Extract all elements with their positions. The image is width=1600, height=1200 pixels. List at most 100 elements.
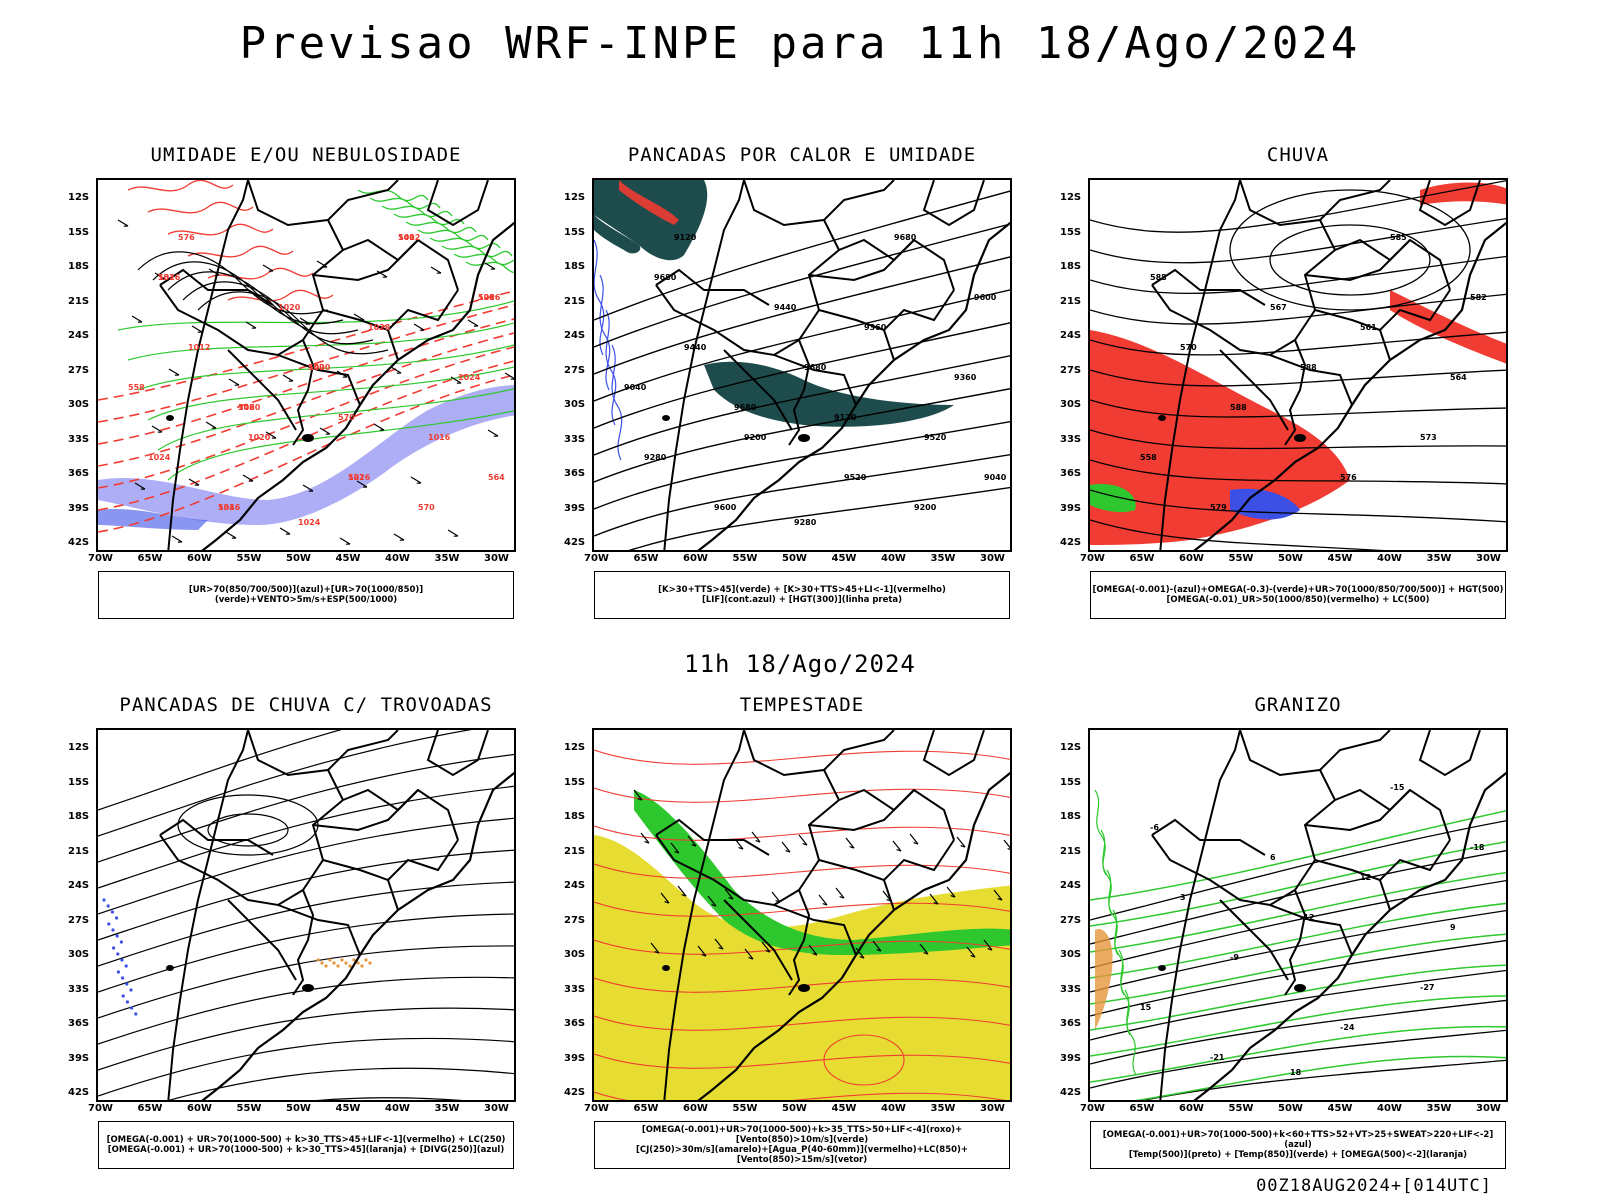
temperature-500-contour [1090,880,1506,969]
contour-label: 6 [1270,853,1276,862]
instability-area [594,215,641,254]
latitude-tick-label: 24S [68,330,90,341]
latitude-tick-label: 33S [564,433,586,445]
wind-vector [933,902,939,905]
latitude-tick-label: 39S [68,502,90,514]
contour-label: 1028 [368,323,391,332]
isobar [167,271,359,335]
wind-vector [872,940,882,952]
panel-legend: [OMEGA(-0.001)+UR>70(1000-500)+k<60+TTS>… [1090,1121,1506,1169]
legend-line: [OMEGA(-0.001)+UR>70(1000-500)+k>35_TTS>… [641,1125,963,1145]
contour-label: 582 [1470,293,1487,302]
political-border [1269,904,1353,956]
divergence-dot [115,934,119,938]
divergence-dot [129,988,133,992]
longitude-tick-label: 40W [385,553,410,564]
divergence-dot [115,916,119,920]
longitude-tick-label: 40W [881,553,906,564]
wind-vector [674,851,680,854]
political-border [655,268,770,306]
streamline [1090,429,1506,450]
wind-vector [633,789,643,801]
contour-label: 564 [1450,373,1467,382]
latitude-tick-label: 12S [564,192,586,203]
convection-dot [316,958,320,962]
latitude-tick-label: 30S [1060,399,1082,410]
temperature-850-contour [1090,964,1506,1031]
streamline-850 [594,977,1010,993]
contour-label: 1016 [218,503,241,512]
streamline [98,730,472,837]
longitude-tick-label: 65W [1129,553,1155,564]
political-border [1418,180,1481,227]
streamline [1090,217,1506,264]
latitude-tick-label: 12S [564,742,586,753]
legend-line: [LIF](cont.azul) + [HGT(300)](linha pret… [701,595,903,605]
contour-label: 570 [418,503,435,512]
panel-legend: [UR>70(850/700/500)](azul)+[UR>70(1000/8… [98,571,514,619]
wind-vector [225,531,237,539]
political-border [292,339,315,446]
political-border [1269,354,1353,406]
contour-label: 9440 [684,343,707,352]
legend-line: [OMEGA(-0.001)+UR>70(1000-500)+k<60+TTS>… [1102,1130,1494,1150]
wind-vector [966,946,976,958]
divergence-dot [121,994,125,998]
contour-label: 9360 [954,373,977,382]
political-border [1314,309,1391,361]
lifted-index-contour [599,274,611,391]
latitude-tick-label: 24S [564,330,586,341]
geopotential-height-contour [594,256,1010,375]
streamline [167,1067,514,1100]
divergence-dot [111,928,115,932]
political-border [327,730,399,771]
instability-area [704,361,954,427]
contour-label: 1020 [278,303,301,312]
panel-title: GRANIZO [1254,694,1342,716]
convection-dot [344,961,348,965]
political-border [167,730,249,1100]
humidity-area-core [98,508,208,530]
wind-vector [151,425,163,433]
convection-dot [336,964,340,968]
streamline [98,945,514,1019]
contour-label: 588 [1230,403,1247,412]
wind-vector [771,891,781,903]
latitude-tick-label: 39S [564,1052,586,1064]
wind-vector [876,949,882,952]
contour-label: 561 [1360,323,1377,332]
contour-label: 3 [1180,893,1186,902]
wind-vector [154,272,166,280]
political-border [327,180,399,221]
political-border [1151,730,1337,907]
forecast-map: 588 588 588 585 582 579 576 573 570 567 564 561 558 [1088,178,1508,552]
wind-vector [117,219,129,227]
wind-vector [765,950,771,953]
political-border [167,180,249,550]
political-border [1379,839,1451,881]
latitude-tick-label: 21S [68,845,90,857]
latitude-tick-label: 15S [68,776,90,788]
longitude-tick-label: 60W [187,553,212,564]
wind-vector [761,941,771,953]
rh-region [138,192,358,330]
streamline [1090,180,1506,233]
isobar [137,251,329,315]
wind-vector [738,847,744,850]
divergence-dot [134,1012,138,1016]
low-level-jet-area [634,790,1010,955]
political-border [387,839,459,881]
thickness-contour [98,360,514,511]
latitude-tick-label: 39S [1060,502,1082,514]
longitude-tick-label: 50W [782,1103,807,1114]
contour-label: 570 [338,413,355,422]
longitude-tick-label: 55W [236,1103,262,1114]
latitude-tick-label: 27S [1060,914,1082,926]
latitude-tick-label: 30S [564,949,586,960]
political-border [1219,899,1289,981]
lake-mark [166,965,174,971]
longitude-tick-label: 60W [683,1103,708,1114]
contour-label: 570 [1180,343,1197,352]
latitude-tick-label: 39S [1060,1052,1082,1064]
contour-label: 1016 [348,473,371,482]
